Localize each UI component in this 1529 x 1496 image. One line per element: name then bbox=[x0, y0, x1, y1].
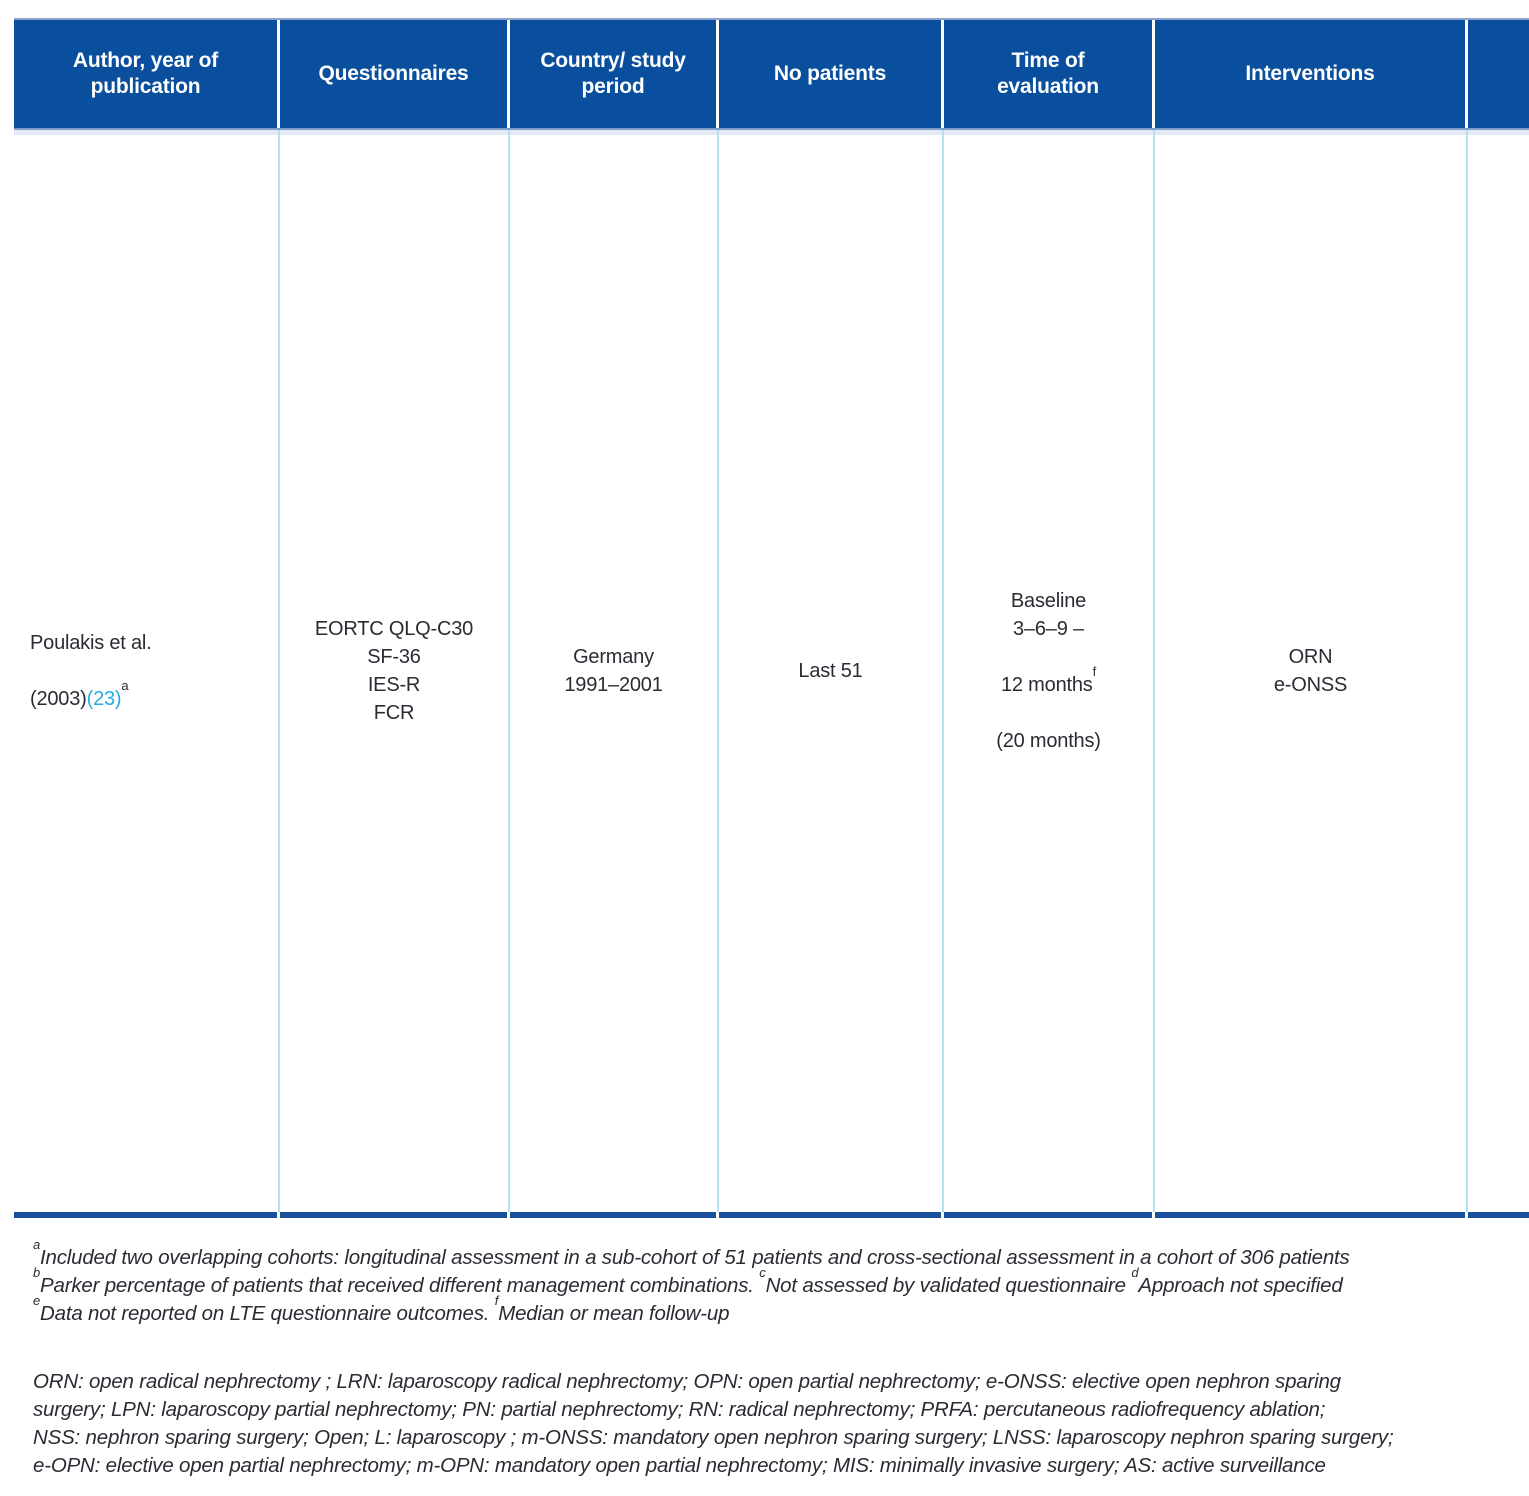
footnote-text-f: Median or mean follow-up bbox=[498, 1302, 730, 1325]
cell-author-year: Poulakis et al. (2003)(23)a bbox=[14, 130, 280, 1212]
publication-year: (2003) bbox=[30, 688, 87, 710]
header-author-year: Author, year of publication bbox=[14, 20, 280, 128]
footnote-marker-f: f bbox=[1092, 664, 1097, 680]
rule-segment bbox=[1155, 1212, 1468, 1218]
table-footnotes: aIncluded two overlapping cohorts: longi… bbox=[33, 1238, 1499, 1328]
citation-link[interactable]: (23) bbox=[86, 688, 122, 710]
footnote-text-a: Included two overlapping cohorts: longit… bbox=[40, 1246, 1350, 1269]
evaluation-months-line: 12 monthsf bbox=[996, 665, 1101, 699]
footnote-marker-a: a bbox=[121, 678, 129, 694]
rule-segment bbox=[14, 1212, 280, 1218]
author-year-line: (2003)(23)a bbox=[30, 679, 152, 713]
cell-questionnaires: EORTC QLQ-C30 SF-36 IES-R FCR bbox=[280, 130, 510, 1212]
evaluation-months: 12 months bbox=[1000, 674, 1093, 696]
footnote-sup-d: d bbox=[1131, 1265, 1139, 1281]
footnote-line-3: eData not reported on LTE questionnaire … bbox=[33, 1294, 1499, 1328]
header-no-patients: No patients bbox=[719, 20, 944, 128]
footnote-sup-b: b bbox=[33, 1265, 41, 1281]
evaluation-timepoints: Baseline 3–6–9 – bbox=[1010, 590, 1087, 640]
cell-country-study-period: Germany 1991–2001 bbox=[510, 130, 719, 1212]
footnote-line-1: aIncluded two overlapping cohorts: longi… bbox=[33, 1238, 1499, 1272]
cell-interventions: ORN e-ONSS bbox=[1155, 130, 1468, 1212]
cell-no-patients: Last 51 bbox=[719, 130, 944, 1212]
header-interventions: Interventions bbox=[1155, 20, 1468, 128]
footnote-text-e: Data not reported on LTE questionnaire o… bbox=[40, 1302, 495, 1325]
footnote-sup-a: a bbox=[33, 1237, 41, 1253]
rule-segment bbox=[510, 1212, 719, 1218]
abbreviation-line-2: surgery; LPN: laparoscopy partial nephre… bbox=[33, 1398, 1326, 1421]
header-questionnaires: Questionnaires bbox=[280, 20, 510, 128]
abbreviation-legend: ORN: open radical nephrectomy ; LRN: lap… bbox=[33, 1368, 1499, 1480]
rule-segment bbox=[944, 1212, 1155, 1218]
footnote-text-d: Approach not specified bbox=[1138, 1274, 1343, 1297]
cell-time-of-evaluation: Baseline 3–6–9 – 12 monthsf (20 months) bbox=[944, 130, 1155, 1212]
footnote-line-2: bParker percentage of patients that rece… bbox=[33, 1266, 1499, 1300]
table-bottom-rule bbox=[14, 1212, 1529, 1218]
table-header-row: Author, year of publication Questionnair… bbox=[14, 18, 1529, 130]
table-row: Poulakis et al. (2003)(23)a EORTC QLQ-C3… bbox=[14, 130, 1529, 1212]
footnote-text-c: Not assessed by validated questionnaire bbox=[765, 1274, 1132, 1297]
header-country-study-period: Country/ study period bbox=[510, 20, 719, 128]
abbreviation-line-1: ORN: open radical nephrectomy ; LRN: lap… bbox=[33, 1370, 1341, 1393]
abbreviation-line-4: e-OPN: elective open partial nephrectomy… bbox=[33, 1454, 1326, 1477]
abbreviation-line-3: NSS: nephron sparing surgery; Open; L: l… bbox=[33, 1426, 1394, 1449]
footnote-sup-e: e bbox=[33, 1293, 41, 1309]
rule-segment bbox=[280, 1212, 510, 1218]
footnote-text-b: Parker percentage of patients that recei… bbox=[40, 1274, 760, 1297]
evaluation-followup: (20 months) bbox=[996, 730, 1101, 752]
cell-cropped-column bbox=[1468, 130, 1529, 1212]
rule-segment bbox=[719, 1212, 944, 1218]
header-time-of-evaluation: Time of evaluation bbox=[944, 20, 1155, 128]
author-name: Poulakis et al. bbox=[30, 632, 152, 654]
footnote-sup-f: f bbox=[494, 1293, 499, 1309]
rule-segment bbox=[1468, 1212, 1529, 1218]
footnote-sup-c: c bbox=[759, 1265, 766, 1281]
header-cropped-column bbox=[1468, 20, 1529, 128]
